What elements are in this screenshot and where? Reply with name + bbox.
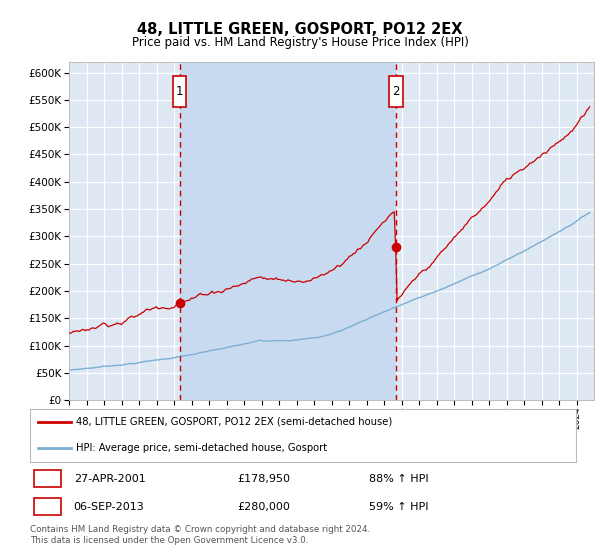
Text: Contains HM Land Registry data © Crown copyright and database right 2024.
This d: Contains HM Land Registry data © Crown c…	[30, 525, 370, 545]
Text: 59% ↑ HPI: 59% ↑ HPI	[368, 502, 428, 512]
Text: £280,000: £280,000	[238, 502, 290, 512]
Bar	[389, 76, 403, 107]
Text: 48, LITTLE GREEN, GOSPORT, PO12 2EX: 48, LITTLE GREEN, GOSPORT, PO12 2EX	[137, 22, 463, 38]
Bar	[173, 76, 186, 107]
Text: HPI: Average price, semi-detached house, Gosport: HPI: Average price, semi-detached house,…	[76, 442, 328, 452]
Text: Price paid vs. HM Land Registry's House Price Index (HPI): Price paid vs. HM Land Registry's House …	[131, 36, 469, 49]
Text: 27-APR-2001: 27-APR-2001	[74, 474, 145, 484]
Text: 1: 1	[176, 85, 184, 98]
Text: 2: 2	[44, 500, 51, 514]
Text: 2: 2	[392, 85, 400, 98]
Bar	[179, 62, 396, 400]
Text: 1: 1	[44, 472, 51, 486]
Text: 88% ↑ HPI: 88% ↑ HPI	[368, 474, 428, 484]
Text: 06-SEP-2013: 06-SEP-2013	[74, 502, 145, 512]
Text: 48, LITTLE GREEN, GOSPORT, PO12 2EX (semi-detached house): 48, LITTLE GREEN, GOSPORT, PO12 2EX (sem…	[76, 417, 392, 427]
Text: £178,950: £178,950	[238, 474, 290, 484]
Bar	[34, 470, 61, 487]
Bar	[34, 498, 61, 515]
